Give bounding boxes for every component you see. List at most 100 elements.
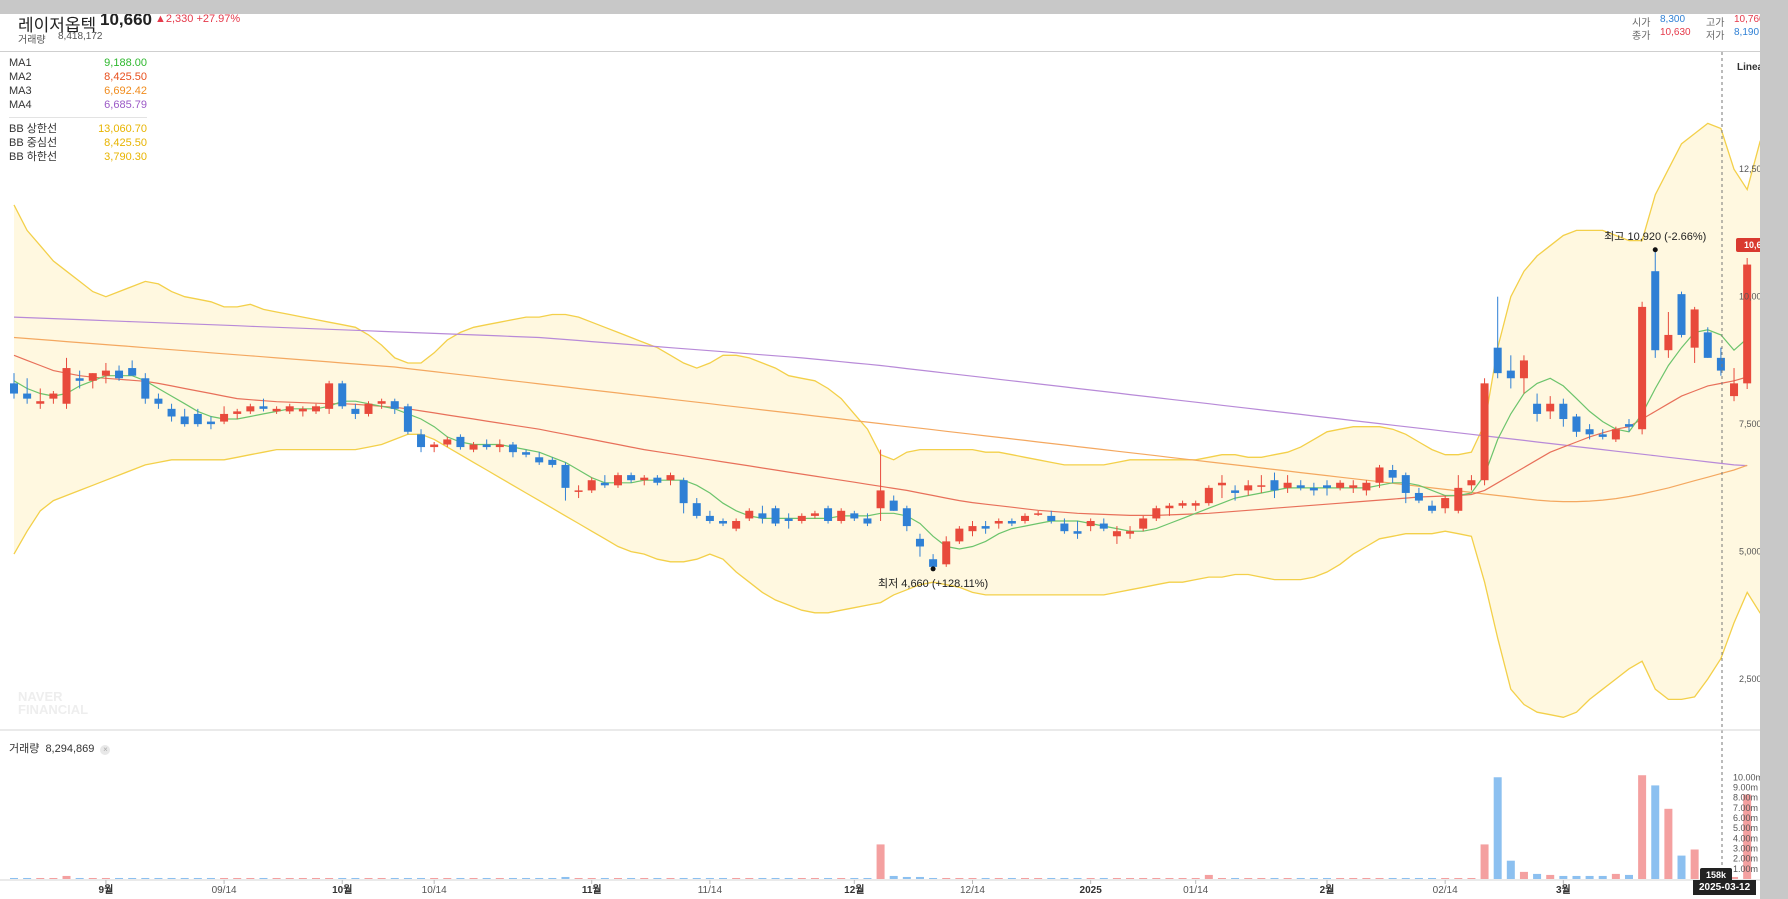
volume-bar: [1598, 875, 1607, 879]
candle-body: [810, 513, 819, 516]
candle-body: [994, 520, 1003, 524]
candle-body: [1624, 424, 1633, 427]
candle: [1638, 301, 1647, 435]
scale-mode-dropdown[interactable]: Linear ⌄: [1737, 62, 1760, 73]
candle-body: [62, 368, 71, 404]
chart-canvas[interactable]: 2,500 5,000 7,500 10,000 12,500 10.00m9.00m8.…: [0, 14, 1760, 899]
candle: [1309, 482, 1318, 496]
candle-body: [955, 528, 964, 542]
x-tick-label: 09/14: [212, 885, 237, 896]
candle: [1519, 355, 1528, 394]
legend-label: BB 상한선: [9, 123, 58, 135]
chart-window: 2,500 5,000 7,500 10,000 12,500 10.00m9.00m8.…: [0, 14, 1760, 899]
volume-bar: [719, 877, 728, 879]
candle: [1099, 518, 1108, 532]
candle: [771, 505, 780, 527]
candle: [1651, 249, 1660, 358]
candle: [692, 498, 701, 519]
candle: [889, 495, 898, 511]
volume-bar: [495, 877, 504, 879]
candle-body: [1716, 357, 1725, 371]
candle-body: [1546, 403, 1555, 412]
candle: [758, 505, 767, 524]
candle: [1690, 306, 1699, 363]
volume-bar: [1060, 877, 1069, 879]
y-tick-label: 10,000: [1739, 292, 1760, 302]
candle: [233, 408, 242, 420]
candle: [1362, 480, 1371, 496]
volume-bar: [1388, 877, 1397, 879]
volume-bar: [456, 877, 465, 879]
candle: [600, 475, 609, 488]
candle: [1716, 347, 1725, 376]
volume-bar: [1191, 877, 1200, 879]
bb-lower-line: [13, 433, 1760, 718]
candle-body: [1493, 347, 1502, 374]
candle-body: [1454, 487, 1463, 511]
candle: [745, 508, 754, 521]
volume-bar: [1007, 877, 1016, 879]
volume-bar: [351, 877, 360, 879]
candle: [1060, 518, 1069, 534]
candle: [1598, 429, 1607, 440]
candle: [640, 475, 649, 486]
candle-body: [1677, 294, 1686, 335]
candle-body: [508, 444, 517, 453]
candle-body: [1388, 470, 1397, 478]
candle: [1204, 485, 1213, 506]
candle: [942, 536, 951, 567]
candle-body: [1060, 523, 1069, 532]
candle-body: [1191, 503, 1200, 506]
candle-body: [837, 510, 846, 521]
bb-upper-line: [13, 122, 1760, 466]
volume-bar: [968, 877, 977, 879]
candle: [705, 510, 714, 524]
candle-body: [1651, 271, 1660, 351]
volume-bar: [1480, 844, 1489, 879]
volume-bar: [298, 877, 307, 879]
candle-body: [1611, 429, 1620, 440]
volume-bar: [403, 877, 412, 879]
scale-mode-label: Linear: [1737, 62, 1760, 73]
candle-body: [850, 513, 859, 519]
stock-header: 레이저옵텍 10,660 ▲2,330 +27.97% 거래량 8,418,17…: [0, 14, 1760, 52]
candle-body: [1375, 467, 1384, 483]
x-tick-label: 12월: [844, 884, 864, 896]
candle-body: [627, 475, 636, 481]
stock-name: 레이저옵텍: [18, 16, 97, 35]
candle: [36, 388, 45, 409]
candle-body: [495, 444, 504, 448]
candle-body: [574, 490, 583, 492]
volume-bar: [311, 877, 320, 879]
volume-bar: [1086, 877, 1095, 879]
candle: [574, 485, 583, 499]
candle-body: [1428, 505, 1437, 511]
candle: [1283, 475, 1292, 493]
candle-body: [154, 398, 163, 404]
volume-bar: [1638, 775, 1647, 879]
candle-body: [653, 477, 662, 483]
candle-body: [863, 518, 872, 524]
legend-label: MA3: [9, 85, 32, 97]
volume-bar: [653, 877, 662, 879]
candle: [364, 401, 373, 417]
volume-bar: [981, 877, 990, 879]
volume-bar: [837, 877, 846, 879]
candle: [128, 360, 137, 376]
candle: [390, 398, 399, 414]
volume-bar: [508, 877, 517, 879]
candle: [1139, 515, 1148, 532]
candle-body: [377, 401, 386, 404]
candle: [1257, 475, 1266, 493]
volume-bar: [193, 877, 202, 879]
candle: [443, 436, 452, 448]
volume-bar: [1572, 875, 1581, 879]
volume-bar: [784, 877, 793, 879]
volume-bar: [1401, 877, 1410, 879]
close-icon[interactable]: ×: [100, 745, 111, 755]
candle-body: [1073, 531, 1082, 534]
x-tick-label: 10월: [332, 884, 352, 896]
candle: [206, 416, 215, 430]
legend-row-ma4: MA4 6,685.79: [9, 98, 147, 112]
volume-bar: [1257, 877, 1266, 879]
